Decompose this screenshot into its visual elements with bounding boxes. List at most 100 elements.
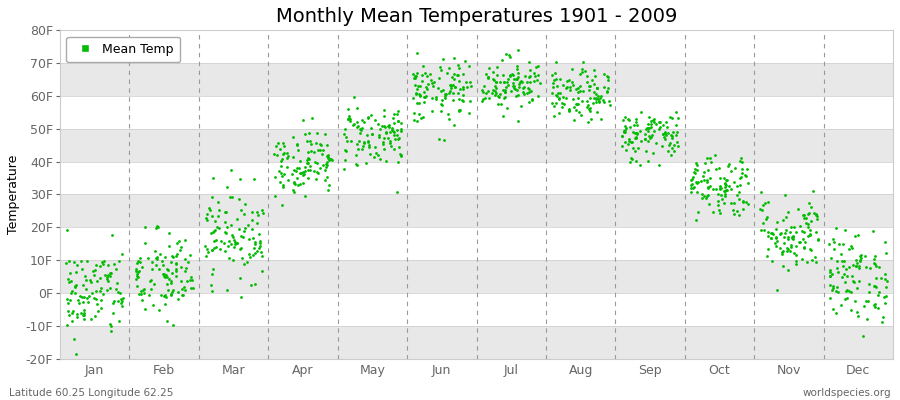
- Point: [779, 245, 794, 252]
- Point: [849, 262, 863, 269]
- Point: [379, 158, 393, 164]
- Point: [101, 272, 115, 278]
- Point: [808, 258, 823, 265]
- Point: [104, 284, 118, 291]
- Point: [460, 84, 474, 90]
- Point: [453, 107, 467, 113]
- Point: [355, 117, 369, 123]
- Point: [409, 73, 423, 80]
- Point: [217, 228, 231, 235]
- Point: [510, 66, 525, 72]
- Point: [65, 318, 79, 324]
- Point: [580, 104, 595, 110]
- Point: [104, 270, 118, 276]
- Point: [687, 184, 701, 190]
- Point: [617, 139, 632, 145]
- Point: [704, 158, 718, 165]
- Point: [320, 152, 335, 158]
- Point: [811, 237, 825, 243]
- Point: [177, 268, 192, 274]
- Point: [164, 280, 178, 286]
- Point: [793, 222, 807, 229]
- Point: [725, 207, 740, 214]
- Point: [544, 72, 559, 78]
- Point: [776, 217, 790, 223]
- Point: [437, 92, 452, 99]
- Point: [868, 261, 883, 268]
- Point: [415, 72, 429, 78]
- Point: [392, 151, 407, 157]
- Point: [338, 156, 352, 163]
- Point: [337, 166, 351, 172]
- Point: [489, 90, 503, 96]
- Point: [159, 272, 174, 278]
- Point: [320, 162, 334, 168]
- Point: [527, 73, 542, 79]
- Point: [485, 69, 500, 75]
- Point: [242, 251, 256, 257]
- Point: [710, 198, 724, 204]
- Point: [861, 289, 876, 295]
- Point: [381, 135, 395, 142]
- Point: [176, 292, 190, 298]
- Point: [130, 260, 144, 266]
- Point: [513, 79, 527, 85]
- Point: [364, 124, 378, 131]
- Point: [164, 278, 178, 284]
- Point: [781, 208, 796, 215]
- Point: [301, 148, 315, 155]
- Point: [133, 254, 148, 261]
- Point: [60, 308, 75, 314]
- Point: [740, 166, 754, 172]
- Point: [201, 248, 215, 255]
- Point: [133, 288, 148, 294]
- Point: [218, 218, 232, 225]
- Point: [310, 130, 324, 136]
- Point: [205, 271, 220, 278]
- Point: [736, 199, 751, 206]
- Point: [344, 138, 358, 145]
- Point: [204, 281, 219, 288]
- Point: [569, 86, 583, 93]
- Point: [490, 72, 504, 78]
- Point: [569, 100, 583, 107]
- Point: [878, 239, 893, 246]
- Point: [689, 188, 704, 195]
- Point: [433, 64, 447, 70]
- Point: [408, 72, 422, 79]
- Point: [647, 119, 662, 126]
- Point: [444, 83, 458, 89]
- Point: [720, 177, 734, 184]
- Point: [868, 304, 882, 310]
- Point: [379, 129, 393, 136]
- Point: [322, 155, 337, 162]
- Point: [138, 306, 152, 312]
- Point: [162, 276, 176, 283]
- Point: [801, 210, 815, 217]
- Point: [77, 293, 92, 300]
- Point: [448, 84, 463, 90]
- Point: [583, 95, 598, 101]
- Point: [592, 95, 607, 101]
- Point: [463, 98, 477, 104]
- Point: [522, 89, 536, 95]
- Point: [357, 119, 372, 126]
- Point: [224, 232, 238, 238]
- Point: [296, 172, 310, 179]
- Bar: [60, 63, 893, 96]
- Point: [844, 245, 859, 251]
- Point: [228, 239, 242, 245]
- Point: [518, 72, 532, 79]
- Point: [422, 70, 436, 77]
- Point: [810, 213, 824, 220]
- Point: [230, 240, 244, 246]
- Point: [570, 101, 584, 107]
- Point: [839, 266, 853, 272]
- Point: [756, 202, 770, 208]
- Point: [211, 198, 225, 205]
- Point: [462, 110, 476, 116]
- Point: [354, 126, 368, 133]
- Point: [305, 115, 320, 122]
- Point: [76, 312, 91, 318]
- Point: [688, 170, 703, 176]
